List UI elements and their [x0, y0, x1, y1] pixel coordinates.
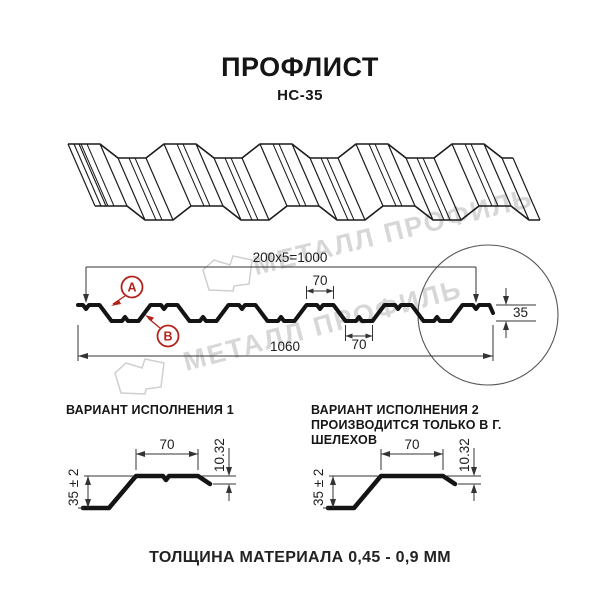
dim-top-flange-label: 70 — [312, 273, 327, 288]
arrowhead — [330, 499, 336, 508]
arrowhead — [483, 353, 493, 359]
variant-2-title: ВАРИАНТ ИСПОЛНЕНИЯ 2 — [311, 403, 479, 417]
arrowhead — [381, 451, 390, 457]
dim-pitch-label: 200x5=1000 — [253, 250, 328, 265]
dim-overall — [77, 325, 494, 361]
arrowhead — [503, 321, 509, 330]
dim-overall-label: 1060 — [270, 339, 300, 354]
profile-code: НС-35 — [277, 87, 323, 104]
variant-1-header: ВАРИАНТ ИСПОЛНЕНИЯ 1 — [66, 403, 234, 417]
v2-dim-lip-label: 10.32 — [457, 438, 472, 472]
marker-a-label: A — [127, 281, 136, 295]
marker-a: A — [111, 275, 144, 306]
arrowhead — [136, 451, 145, 457]
arrowhead — [111, 300, 121, 306]
arrowhead — [226, 467, 232, 476]
dim-height-label: 35 — [513, 305, 528, 320]
arrowhead — [78, 353, 88, 359]
v1-dim-flange — [135, 449, 199, 470]
arrowhead — [471, 467, 477, 476]
variant-2-profile-line — [325, 473, 458, 511]
section-profile-line — [76, 303, 495, 323]
material-thickness-note: ТОЛЩИНА МАТЕРИАЛА 0,45 - 0,9 ММ — [149, 549, 451, 566]
arrowhead — [85, 476, 91, 485]
marker-b-label: B — [163, 330, 172, 344]
v2-dim-height — [323, 475, 379, 509]
v1-dim-lip-label: 10.32 — [212, 438, 227, 472]
v2-dim-height-label: 35 ± 2 — [311, 469, 326, 506]
variant-2-note: ПРОИЗВОДИТСЯ ТОЛЬКО В Г. ШЕЛЕХОВ — [311, 418, 502, 447]
v1-dim-flange-label: 70 — [159, 437, 174, 452]
arrowhead — [434, 451, 443, 457]
arrowhead — [226, 484, 232, 493]
variant-1-profile-line — [80, 473, 213, 511]
arrowhead — [473, 294, 479, 303]
arrowhead — [503, 296, 509, 305]
variant-2-header: ВАРИАНТ ИСПОЛНЕНИЯ 2 ПРОИЗВОДИТСЯ ТОЛЬКО… — [311, 403, 551, 448]
v1-dim-height — [78, 475, 134, 509]
v1-dim-height-label: 35 ± 2 — [66, 469, 81, 506]
arrowhead — [326, 288, 334, 294]
dim-bottom-flange-label: 70 — [351, 337, 366, 352]
arrowhead — [330, 476, 336, 485]
brand-logo-outline — [202, 255, 253, 292]
page-title: ПРОФЛИСТ — [221, 52, 379, 82]
arrowhead — [145, 315, 154, 322]
arrowhead — [85, 499, 91, 508]
v2-dim-flange-label: 70 — [404, 437, 419, 452]
arrowhead — [306, 288, 314, 294]
arrowhead — [189, 451, 198, 457]
arrowhead — [345, 333, 353, 339]
marker-b: B — [145, 315, 180, 348]
arrowhead — [365, 333, 373, 339]
v2-dim-flange — [380, 449, 444, 470]
brand-logo-outline — [114, 358, 165, 395]
arrowhead — [83, 294, 89, 303]
arrowhead — [471, 484, 477, 493]
